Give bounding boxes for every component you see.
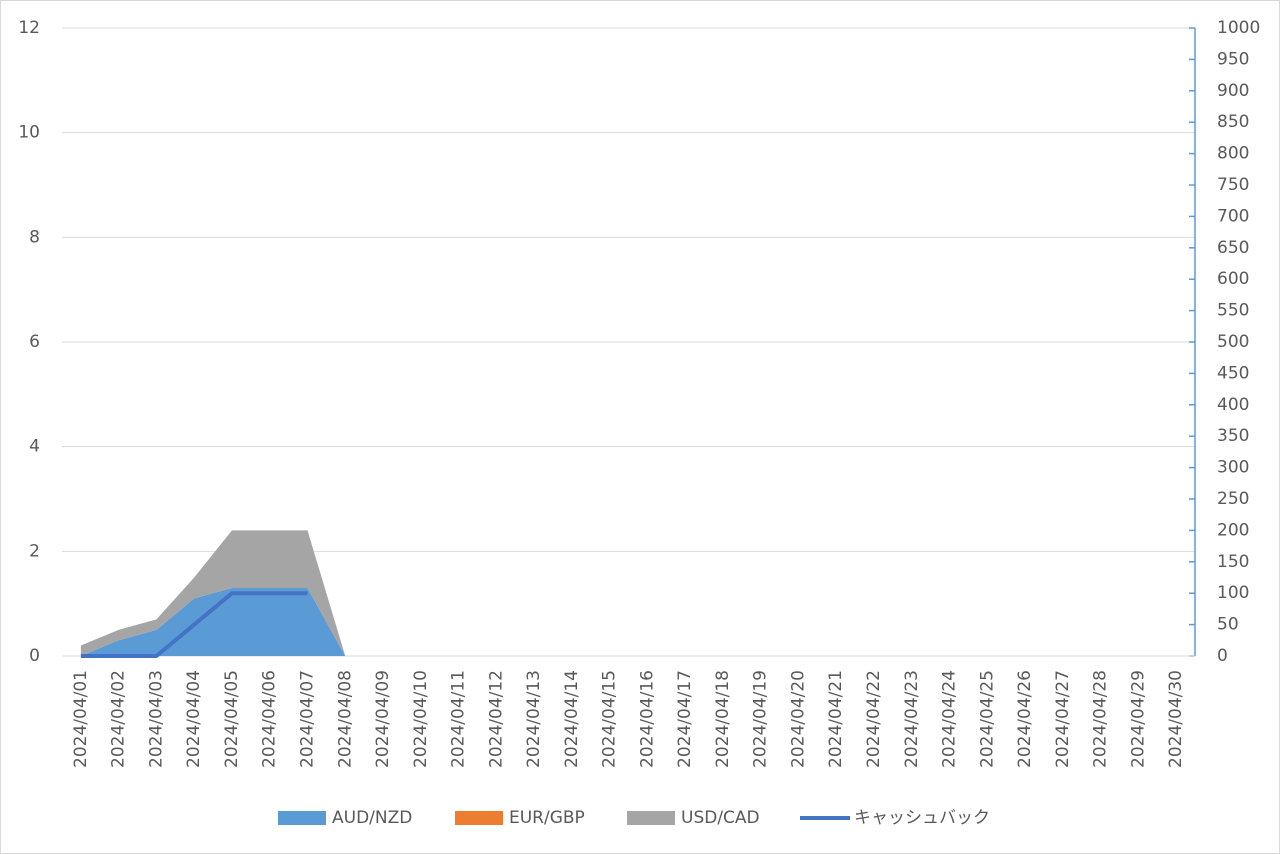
x-tick-label: 2024/04/06 [260,670,280,768]
y2-tick-label: 550 [1217,301,1249,321]
y2-tick-label: 150 [1217,552,1249,572]
x-tick-label: 2024/04/25 [977,670,997,768]
x-tick-label: 2024/04/30 [1166,670,1186,768]
x-tick-label: 2024/04/16 [637,670,657,768]
x-tick-label: 2024/04/13 [524,670,544,768]
x-tick-label: 2024/04/28 [1091,670,1111,768]
y-tick-label: 2 [29,541,40,561]
y2-tick-label: 600 [1217,269,1249,289]
legend-swatch [278,811,326,825]
x-tick-label: 2024/04/18 [713,670,733,768]
x-tick-label: 2024/04/23 [902,670,922,768]
y2-tick-label: 350 [1217,426,1249,446]
y-tick-label: 12 [18,18,40,38]
y-tick-label: 6 [29,332,40,352]
x-tick-label: 2024/04/04 [184,670,204,768]
legend-swatch [455,811,503,825]
legend-item: USD/CAD [627,808,760,828]
x-tick-label: 2024/04/24 [940,670,960,768]
x-tick-label: 2024/04/07 [297,670,317,768]
y2-tick-label: 1000 [1217,18,1260,38]
y2-tick-label: 700 [1217,206,1249,226]
area-series [80,587,1177,656]
x-tick-label: 2024/04/08 [335,670,355,768]
y-tick-label: 10 [18,123,40,143]
x-tick-label: 2024/04/03 [146,670,166,768]
x-tick-label: 2024/04/15 [600,670,620,768]
y2-tick-label: 900 [1217,81,1249,101]
x-tick-label: 2024/04/09 [373,670,393,768]
x-tick-label: 2024/04/12 [486,670,506,768]
y2-tick-label: 200 [1217,520,1249,540]
x-tick-label: 2024/04/27 [1053,670,1073,768]
y2-tick-label: 50 [1217,615,1239,635]
y2-tick-label: 450 [1217,363,1249,383]
x-tick-label: 2024/04/26 [1015,670,1035,768]
legend-label: AUD/NZD [332,808,412,828]
y-tick-label: 0 [29,646,40,666]
x-tick-label: 2024/04/17 [675,670,695,768]
legend-label: USD/CAD [681,808,760,828]
x-tick-label: 2024/04/05 [222,670,242,768]
y2-tick-label: 850 [1217,112,1249,132]
legend-swatch [627,811,675,825]
x-tick-label: 2024/04/21 [826,670,846,768]
x-tick-label: 2024/04/14 [562,670,582,768]
y2-tick-label: 400 [1217,395,1249,415]
legend-item: キャッシュバック [800,808,990,828]
y2-tick-label: 300 [1217,458,1249,478]
legend-item: AUD/NZD [278,808,412,828]
x-tick-label: 2024/04/11 [449,670,469,768]
y2-tick-label: 500 [1217,332,1249,352]
x-tick-label: 2024/04/22 [864,670,884,768]
x-tick-label: 2024/04/02 [109,670,129,768]
y2-tick-label: 0 [1217,646,1228,666]
y2-tick-label: 800 [1217,144,1249,164]
y2-tick-label: 650 [1217,238,1249,258]
legend-label: EUR/GBP [509,808,585,828]
x-tick-label: 2024/04/10 [411,670,431,768]
x-tick-label: 2024/04/29 [1128,670,1148,768]
legend-item: EUR/GBP [455,808,585,828]
y2-tick-label: 250 [1217,489,1249,509]
x-tick-label: 2024/04/19 [751,670,771,768]
y2-tick-label: 750 [1217,175,1249,195]
y-tick-label: 4 [29,437,40,457]
x-tick-label: 2024/04/20 [788,670,808,768]
y2-tick-label: 950 [1217,49,1249,69]
y-tick-label: 8 [29,227,40,247]
y2-tick-label: 100 [1217,583,1249,603]
legend-label: キャッシュバック [854,808,990,828]
line-series [80,591,308,658]
x-tick-label: 2024/04/01 [71,670,91,768]
